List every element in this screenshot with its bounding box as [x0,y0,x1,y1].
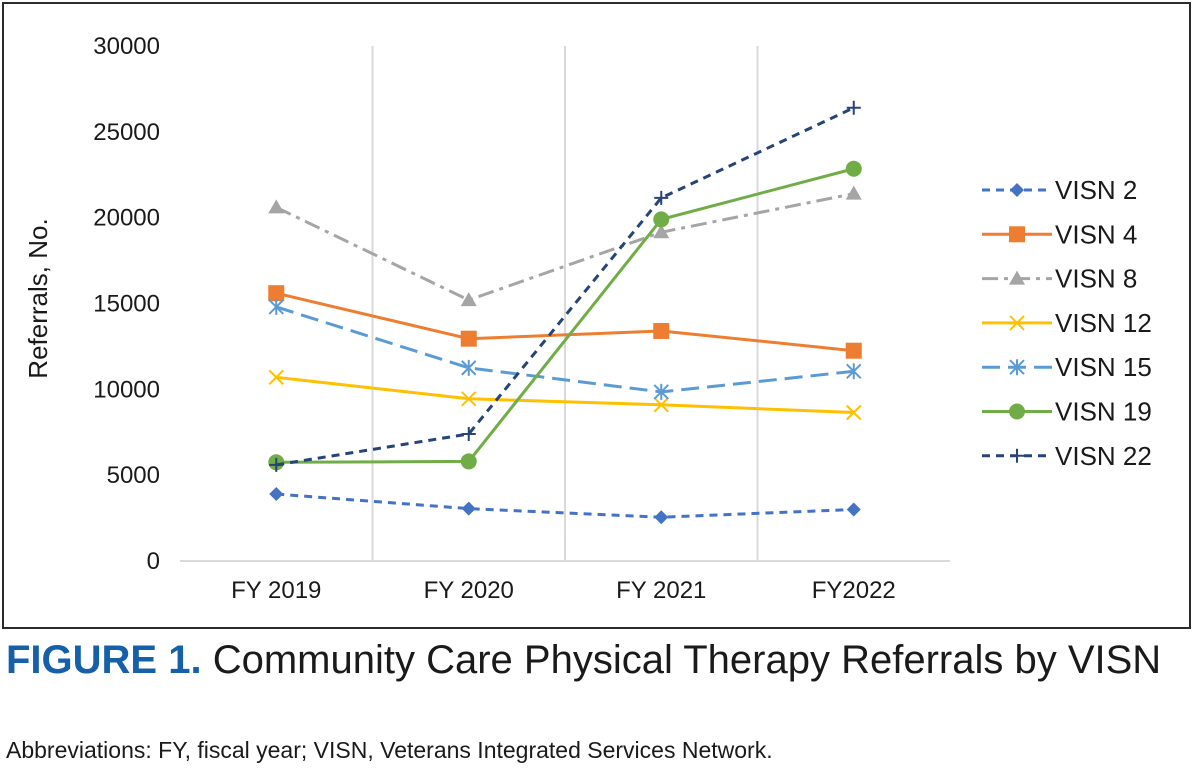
legend-label: VISN 4 [1055,219,1137,249]
series-line [275,192,855,302]
marker-x [653,397,669,413]
marker-plus [846,100,861,115]
legend-label: VISN 15 [1055,352,1152,382]
figure-title: Community Care Physical Therapy Referral… [212,638,1162,682]
marker-circle [653,211,670,228]
legend-label: VISN 8 [1055,264,1137,294]
y-tick-label: 0 [147,548,160,575]
marker-triangle [1009,270,1025,285]
legend-entry: VISN 15 [982,352,1152,382]
marker-square [653,322,670,339]
y-axis-title: Referrals, No. [23,218,53,378]
x-tick-label: FY2022 [812,577,896,604]
y-tick-label: 15000 [93,291,160,318]
marker-diamond [461,501,476,516]
series-visn-4 [268,285,862,359]
x-tick-label: FY 2020 [424,577,514,604]
legend-entry: VISN 2 [982,175,1137,205]
marker-asterisk [1009,359,1025,376]
marker-square [845,342,862,359]
legend-label: VISN 12 [1055,308,1152,338]
legend-entry: VISN 22 [982,441,1152,471]
series-visn-8 [268,185,862,307]
legend-entry: VISN 8 [982,264,1137,294]
legend-label: VISN 19 [1055,397,1152,427]
marker-diamond [846,502,861,517]
marker-asterisk [653,383,669,400]
marker-circle [1009,403,1025,420]
series-line [276,106,855,467]
series-line [276,167,855,464]
marker-triangle [653,224,670,239]
legend-entry: VISN 19 [982,397,1152,427]
y-tick-label: 5000 [107,462,160,489]
marker-square [1009,226,1025,243]
marker-asterisk [461,359,477,376]
legend-entry: VISN 12 [982,308,1152,338]
marker-triangle [845,185,862,200]
grid-layer [371,46,759,561]
axis-layer: 0 5000 10000 15000 20000 25000 30000 FY 2019 FY … [23,33,950,604]
marker-asterisk [846,363,862,380]
marker-x [461,391,477,407]
y-tick-label: 20000 [93,205,160,232]
marker-square [268,285,285,302]
legend: VISN 2 VISN 4 VISN 8 VISN 12 VISN 15 VISN 19 V… [982,175,1152,471]
abbreviations-note: Abbreviations: FY, fiscal year; VISN, Ve… [6,737,773,763]
series-line [275,291,854,353]
series-visn-12 [268,369,862,421]
legend-label: VISN 22 [1055,441,1152,471]
marker-square [460,330,477,347]
x-tick-label: FY 2019 [231,577,321,604]
figure-caption: FIGURE 1. Community Care Physical Therap… [6,638,1192,682]
marker-plus [654,190,669,205]
marker-diamond [654,510,669,525]
marker-circle [845,160,862,177]
series-line [276,492,854,519]
marker-x [1009,315,1025,331]
marker-asterisk [268,298,284,315]
y-tick-label: 25000 [93,119,160,146]
legend-entry: VISN 4 [982,219,1137,249]
marker-plus [269,457,284,472]
y-tick-label: 30000 [93,33,160,60]
marker-triangle [268,199,285,214]
figure-label: FIGURE 1. [6,638,202,682]
marker-plus [461,426,476,441]
series-visn-15 [268,298,862,400]
marker-circle [460,453,477,470]
marker-diamond [1010,183,1024,197]
marker-triangle [460,292,477,307]
chart-frame: 0 5000 10000 15000 20000 25000 30000 FY 2019 FY … [2,2,1191,629]
marker-plus [1010,448,1024,463]
marker-x [268,369,284,386]
series-line [276,375,854,415]
marker-diamond [269,487,284,502]
legend-label: VISN 2 [1055,175,1137,205]
line-chart: 0 5000 10000 15000 20000 25000 30000 FY 2019 FY … [23,33,1152,604]
series-layer [268,100,862,525]
series-visn-22 [269,100,861,472]
x-tick-label: FY 2021 [616,577,706,604]
y-tick-label: 10000 [93,376,160,403]
marker-x [846,404,862,421]
series-line [275,305,854,394]
